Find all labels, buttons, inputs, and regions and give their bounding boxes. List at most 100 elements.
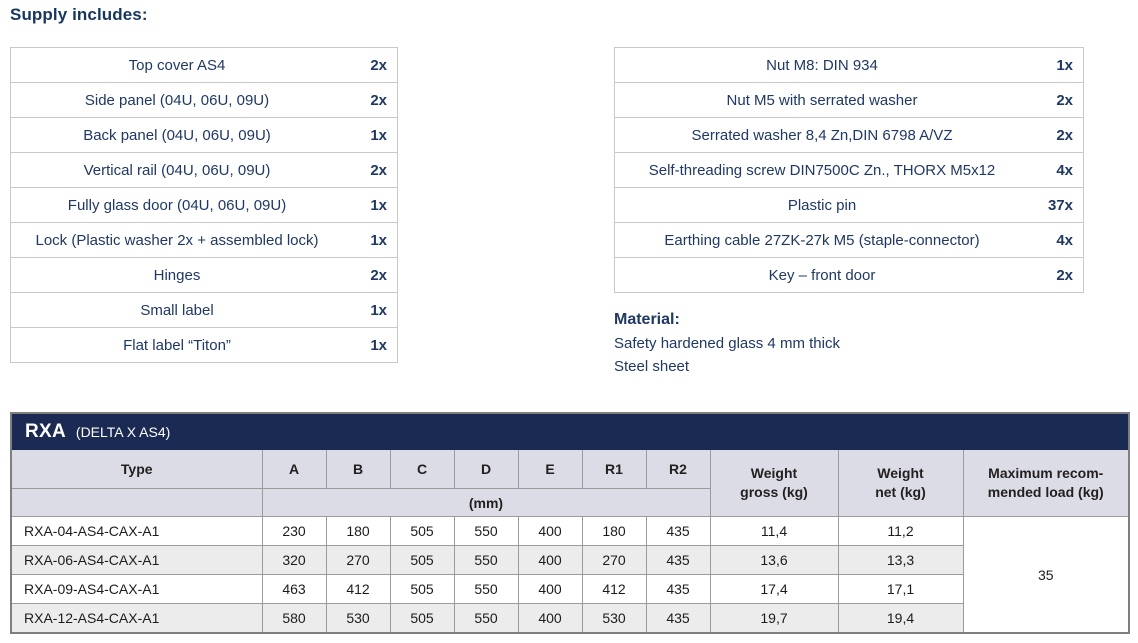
cell-r1: 270 — [581, 545, 647, 575]
material-line-2: Steel sheet — [614, 358, 690, 375]
cell-d: 550 — [453, 603, 519, 634]
cell-a: 580 — [261, 603, 327, 634]
col-header-b: B — [325, 449, 391, 489]
cell-r2: 435 — [645, 603, 711, 634]
cell-type: RXA-12-AS4-CAX-A1 — [10, 603, 263, 634]
item-qty: 1x — [345, 327, 398, 363]
table-row: Hinges 2x — [10, 257, 398, 293]
table-row: Plastic pin 37x — [614, 187, 1084, 223]
cell-b: 412 — [325, 574, 391, 604]
spec-table-title: RXA — [25, 420, 67, 442]
item-qty: 2x — [1031, 117, 1084, 153]
cell-c: 505 — [389, 603, 455, 634]
item-label: Plastic pin — [614, 187, 1031, 223]
cell-weight-gross: 19,7 — [709, 603, 839, 634]
item-qty: 4x — [1031, 222, 1084, 258]
cell-d: 550 — [453, 516, 519, 546]
spec-table-subtitle: (DELTA X AS4) — [75, 423, 171, 440]
cell-c: 505 — [389, 574, 455, 604]
cell-weight-net: 13,3 — [837, 545, 964, 575]
table-row: Nut M5 with serrated washer 2x — [614, 82, 1084, 118]
material-heading: Material: — [614, 311, 680, 328]
table-row: Fully glass door (04U, 06U, 09U) 1x — [10, 187, 398, 223]
cell-a: 230 — [261, 516, 327, 546]
col-header-r1: R1 — [581, 449, 647, 489]
item-qty: 2x — [1031, 82, 1084, 118]
cell-weight-gross: 11,4 — [709, 516, 839, 546]
cell-weight-net: 11,2 — [837, 516, 964, 546]
item-label: Lock (Plastic washer 2x + assembled lock… — [10, 222, 345, 258]
item-label: Serrated washer 8,4 Zn,DIN 6798 A/VZ — [614, 117, 1031, 153]
item-label: Hinges — [10, 257, 345, 293]
table-row: RXA-06-AS4-CAX-A1 320 270 505 550 400 27… — [10, 545, 1129, 575]
col-header-r2: R2 — [645, 449, 711, 489]
table-row: RXA-12-AS4-CAX-A1 580 530 505 550 400 53… — [10, 603, 1129, 634]
cell-e: 400 — [517, 574, 583, 604]
item-label: Top cover AS4 — [128, 56, 226, 74]
cell-c: 505 — [389, 516, 455, 546]
table-row: Vertical rail (04U, 06U, 09U) 2x — [10, 152, 398, 188]
table-row: Top cover AS4 2x — [11, 48, 398, 83]
item-label: Nut M5 with serrated washer — [614, 82, 1031, 118]
cell-r2: 435 — [645, 516, 711, 546]
spec-table: RXA (DELTA X AS4) Type A B C D E R1 R2 W… — [10, 412, 1130, 634]
cell-b: 530 — [325, 603, 391, 634]
cell-weight-gross: 13,6 — [709, 545, 839, 575]
cell-e: 400 — [517, 603, 583, 634]
item-label: Back panel (04U, 06U, 09U) — [10, 117, 345, 153]
col-header-a: A — [261, 449, 327, 489]
cell-r1: 412 — [581, 574, 647, 604]
cell-r1: 530 — [581, 603, 647, 634]
table-row: Small label 1x — [10, 292, 398, 328]
cell-type: RXA-09-AS4-CAX-A1 — [10, 574, 263, 604]
cell-type: RXA-06-AS4-CAX-A1 — [10, 545, 263, 575]
item-qty: 1x — [345, 187, 398, 223]
col-header-c: C — [389, 449, 455, 489]
col-header-weight-net: Weight net (kg) — [837, 449, 964, 517]
table-row: Earthing cable 27ZK-27k M5 (staple-conne… — [614, 222, 1084, 258]
material-section: Material: Safety hardened glass 4 mm thi… — [614, 311, 840, 378]
cell-weight-gross: 17,4 — [709, 574, 839, 604]
item-qty: 2x — [1031, 257, 1084, 293]
table-row: Nut M8: DIN 934 1x — [615, 48, 1084, 83]
table-row: Back panel (04U, 06U, 09U) 1x — [10, 117, 398, 153]
item-label: Small label — [10, 292, 345, 328]
cell-r1: 180 — [581, 516, 647, 546]
item-label: Vertical rail (04U, 06U, 09U) — [10, 152, 345, 188]
cell-a: 463 — [261, 574, 327, 604]
spec-table-title-bar: RXA (DELTA X AS4) — [10, 412, 1130, 450]
cell-b: 180 — [325, 516, 391, 546]
cell-a: 320 — [261, 545, 327, 575]
cell-max-load: 35 — [962, 516, 1130, 634]
table-row: Key – front door 2x — [614, 257, 1084, 293]
unit-label: (mm) — [261, 488, 711, 517]
item-label: Fully glass door (04U, 06U, 09U) — [10, 187, 345, 223]
item-label: Side panel (04U, 06U, 09U) — [10, 82, 345, 118]
material-line-1: Safety hardened glass 4 mm thick — [614, 335, 840, 352]
item-qty: 1x — [345, 292, 398, 328]
cell-weight-net: 17,1 — [837, 574, 964, 604]
cell-d: 550 — [453, 545, 519, 575]
cell-e: 400 — [517, 545, 583, 575]
cell-type: RXA-04-AS4-CAX-A1 — [10, 516, 263, 546]
col-header-type: Type — [10, 449, 263, 489]
empty-cell — [10, 488, 263, 517]
table-row: Side panel (04U, 06U, 09U) 2x — [10, 82, 398, 118]
item-qty: 2x — [345, 152, 398, 188]
table-row: Lock (Plastic washer 2x + assembled lock… — [10, 222, 398, 258]
cell-d: 550 — [453, 574, 519, 604]
item-qty: 2x — [370, 56, 387, 74]
table-row: Flat label “Titon” 1x — [10, 327, 398, 363]
col-header-weight-gross: Weight gross (kg) — [709, 449, 839, 517]
col-header-d: D — [453, 449, 519, 489]
item-qty: 1x — [1056, 56, 1073, 74]
cell-b: 270 — [325, 545, 391, 575]
supply-table-left: Top cover AS4 2x Side panel (04U, 06U, 0… — [10, 47, 398, 363]
col-header-e: E — [517, 449, 583, 489]
col-header-max-load: Maximum recom- mended load (kg) — [962, 449, 1130, 517]
table-row: RXA-09-AS4-CAX-A1 463 412 505 550 400 41… — [10, 574, 1129, 604]
supply-includes-heading: Supply includes: — [10, 5, 148, 24]
table-row: RXA-04-AS4-CAX-A1 230 180 505 550 400 18… — [10, 516, 1130, 634]
item-qty: 1x — [345, 222, 398, 258]
item-qty: 37x — [1031, 187, 1084, 223]
